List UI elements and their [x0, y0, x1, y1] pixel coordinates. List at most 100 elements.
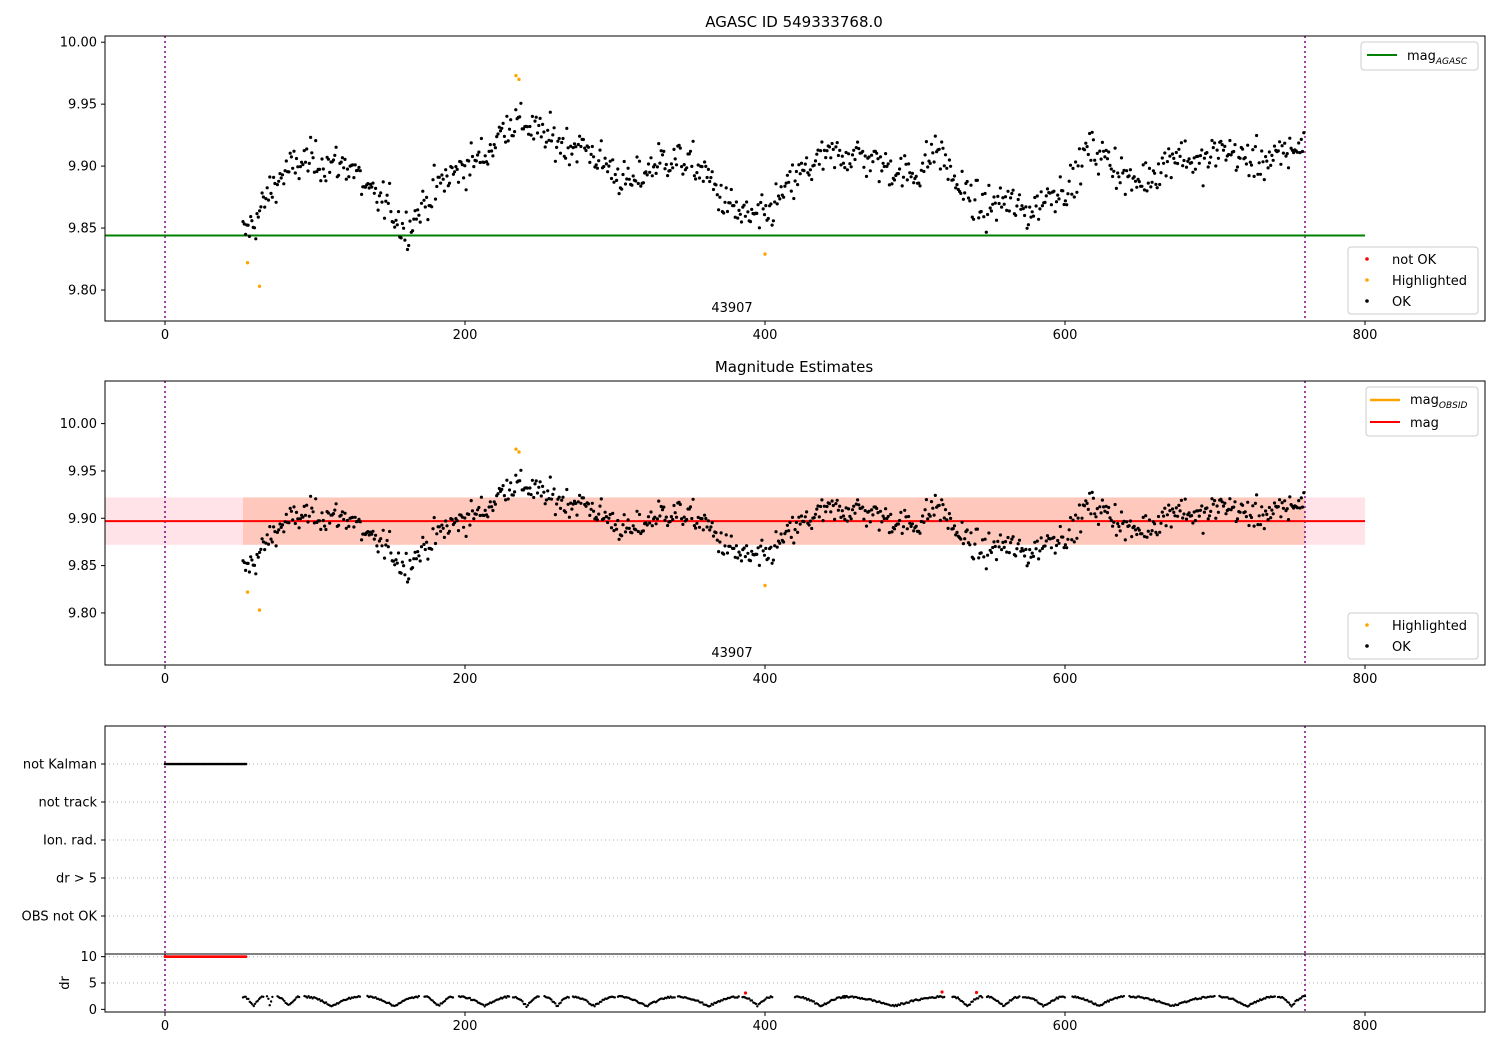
- ok-point: [1182, 512, 1186, 516]
- ok-point: [412, 557, 416, 561]
- ok-point: [755, 211, 759, 215]
- ok-point: [733, 215, 737, 219]
- ok-point: [1045, 534, 1050, 538]
- ok-point: [1271, 512, 1275, 516]
- dr-point: [976, 997, 980, 1000]
- ok-point: [669, 162, 674, 166]
- ok-point: [973, 198, 977, 202]
- ok-point: [896, 522, 901, 526]
- ok-point: [353, 515, 357, 519]
- ok-point: [544, 140, 549, 144]
- panel2-title: Magnitude Estimates: [715, 358, 873, 376]
- ok-point: [535, 491, 540, 495]
- ok-point: [785, 523, 790, 527]
- ok-point: [745, 544, 749, 548]
- ok-point: [917, 181, 921, 185]
- ok-point: [307, 514, 311, 518]
- highlighted-point: [517, 450, 521, 454]
- ok-point: [293, 521, 297, 526]
- ok-point: [1096, 172, 1101, 176]
- ok-point: [502, 134, 506, 138]
- ok-point: [1149, 185, 1153, 189]
- ok-point: [574, 501, 578, 505]
- ok-point: [810, 526, 814, 531]
- ok-point: [548, 475, 552, 479]
- ok-point: [617, 537, 621, 541]
- ok-point: [1061, 535, 1065, 539]
- ok-point: [321, 518, 325, 523]
- ok-point: [1232, 149, 1236, 154]
- ok-point: [1149, 532, 1153, 536]
- ok-point: [1116, 171, 1120, 175]
- ok-point: [1112, 169, 1116, 173]
- ok-point: [620, 534, 624, 538]
- ok-point: [598, 148, 602, 152]
- ok-point: [1181, 516, 1185, 520]
- ok-point: [877, 528, 881, 532]
- ok-point: [1255, 133, 1259, 138]
- ok-point: [719, 183, 723, 187]
- ok-point: [649, 510, 653, 514]
- ok-point: [762, 553, 767, 557]
- ok-point: [312, 170, 316, 174]
- ok-point: [249, 215, 253, 219]
- ok-point: [301, 515, 305, 519]
- dr-point: [293, 998, 297, 1001]
- ok-point: [863, 509, 867, 513]
- ok-point: [1096, 522, 1101, 527]
- ok-point: [636, 181, 640, 186]
- ok-point: [710, 170, 714, 174]
- ok-point: [1190, 514, 1194, 518]
- ok-point: [497, 486, 501, 491]
- ok-point: [1260, 149, 1264, 153]
- ok-point: [532, 137, 536, 141]
- ok-point: [514, 108, 518, 112]
- ok-point: [697, 176, 702, 180]
- panel-agasc: AGASC ID 549333768.0 43907 0 200 400 600 800…: [60, 13, 1486, 343]
- ok-point: [303, 513, 308, 517]
- ok-point: [922, 520, 926, 525]
- ok-point: [1200, 504, 1204, 508]
- ok-point: [1233, 143, 1237, 147]
- ok-point: [581, 496, 586, 500]
- ok-point: [256, 555, 260, 559]
- ok-point: [395, 223, 399, 227]
- panel1-legend-lower: not OK Highlighted OK: [1347, 246, 1479, 315]
- ok-point: [856, 140, 860, 144]
- ok-point: [440, 173, 444, 177]
- ok-point: [408, 558, 412, 562]
- ok-point: [570, 507, 574, 511]
- ok-point: [694, 526, 698, 530]
- ok-point: [887, 531, 892, 535]
- ok-point: [312, 521, 316, 525]
- ok-point: [311, 510, 315, 514]
- ok-point: [376, 208, 380, 212]
- ok-point: [1220, 143, 1224, 147]
- dr-point: [297, 995, 301, 999]
- ok-point: [1150, 529, 1154, 533]
- ok-point: [572, 142, 577, 146]
- ok-point: [834, 502, 838, 506]
- ok-point: [880, 169, 884, 173]
- ok-point: [857, 503, 861, 507]
- x-tick-label: 800: [1353, 328, 1378, 343]
- ok-point: [1192, 510, 1196, 514]
- ok-point: [1066, 192, 1070, 196]
- ok-point: [940, 140, 944, 144]
- ok-point: [951, 527, 955, 531]
- ok-point: [491, 508, 495, 513]
- dr-point: [271, 995, 274, 999]
- ok-point: [576, 500, 580, 504]
- ok-point: [1085, 145, 1089, 149]
- ok-point: [856, 498, 860, 502]
- ok-point: [314, 497, 318, 501]
- ok-point: [1091, 496, 1095, 500]
- ok-point: [479, 495, 483, 499]
- ok-point: [875, 506, 879, 511]
- dr-point: [962, 1001, 965, 1004]
- ok-point: [578, 134, 582, 138]
- ok-point: [1162, 161, 1166, 165]
- ok-point: [539, 494, 543, 498]
- ok-point: [274, 544, 278, 548]
- ok-point: [394, 558, 398, 562]
